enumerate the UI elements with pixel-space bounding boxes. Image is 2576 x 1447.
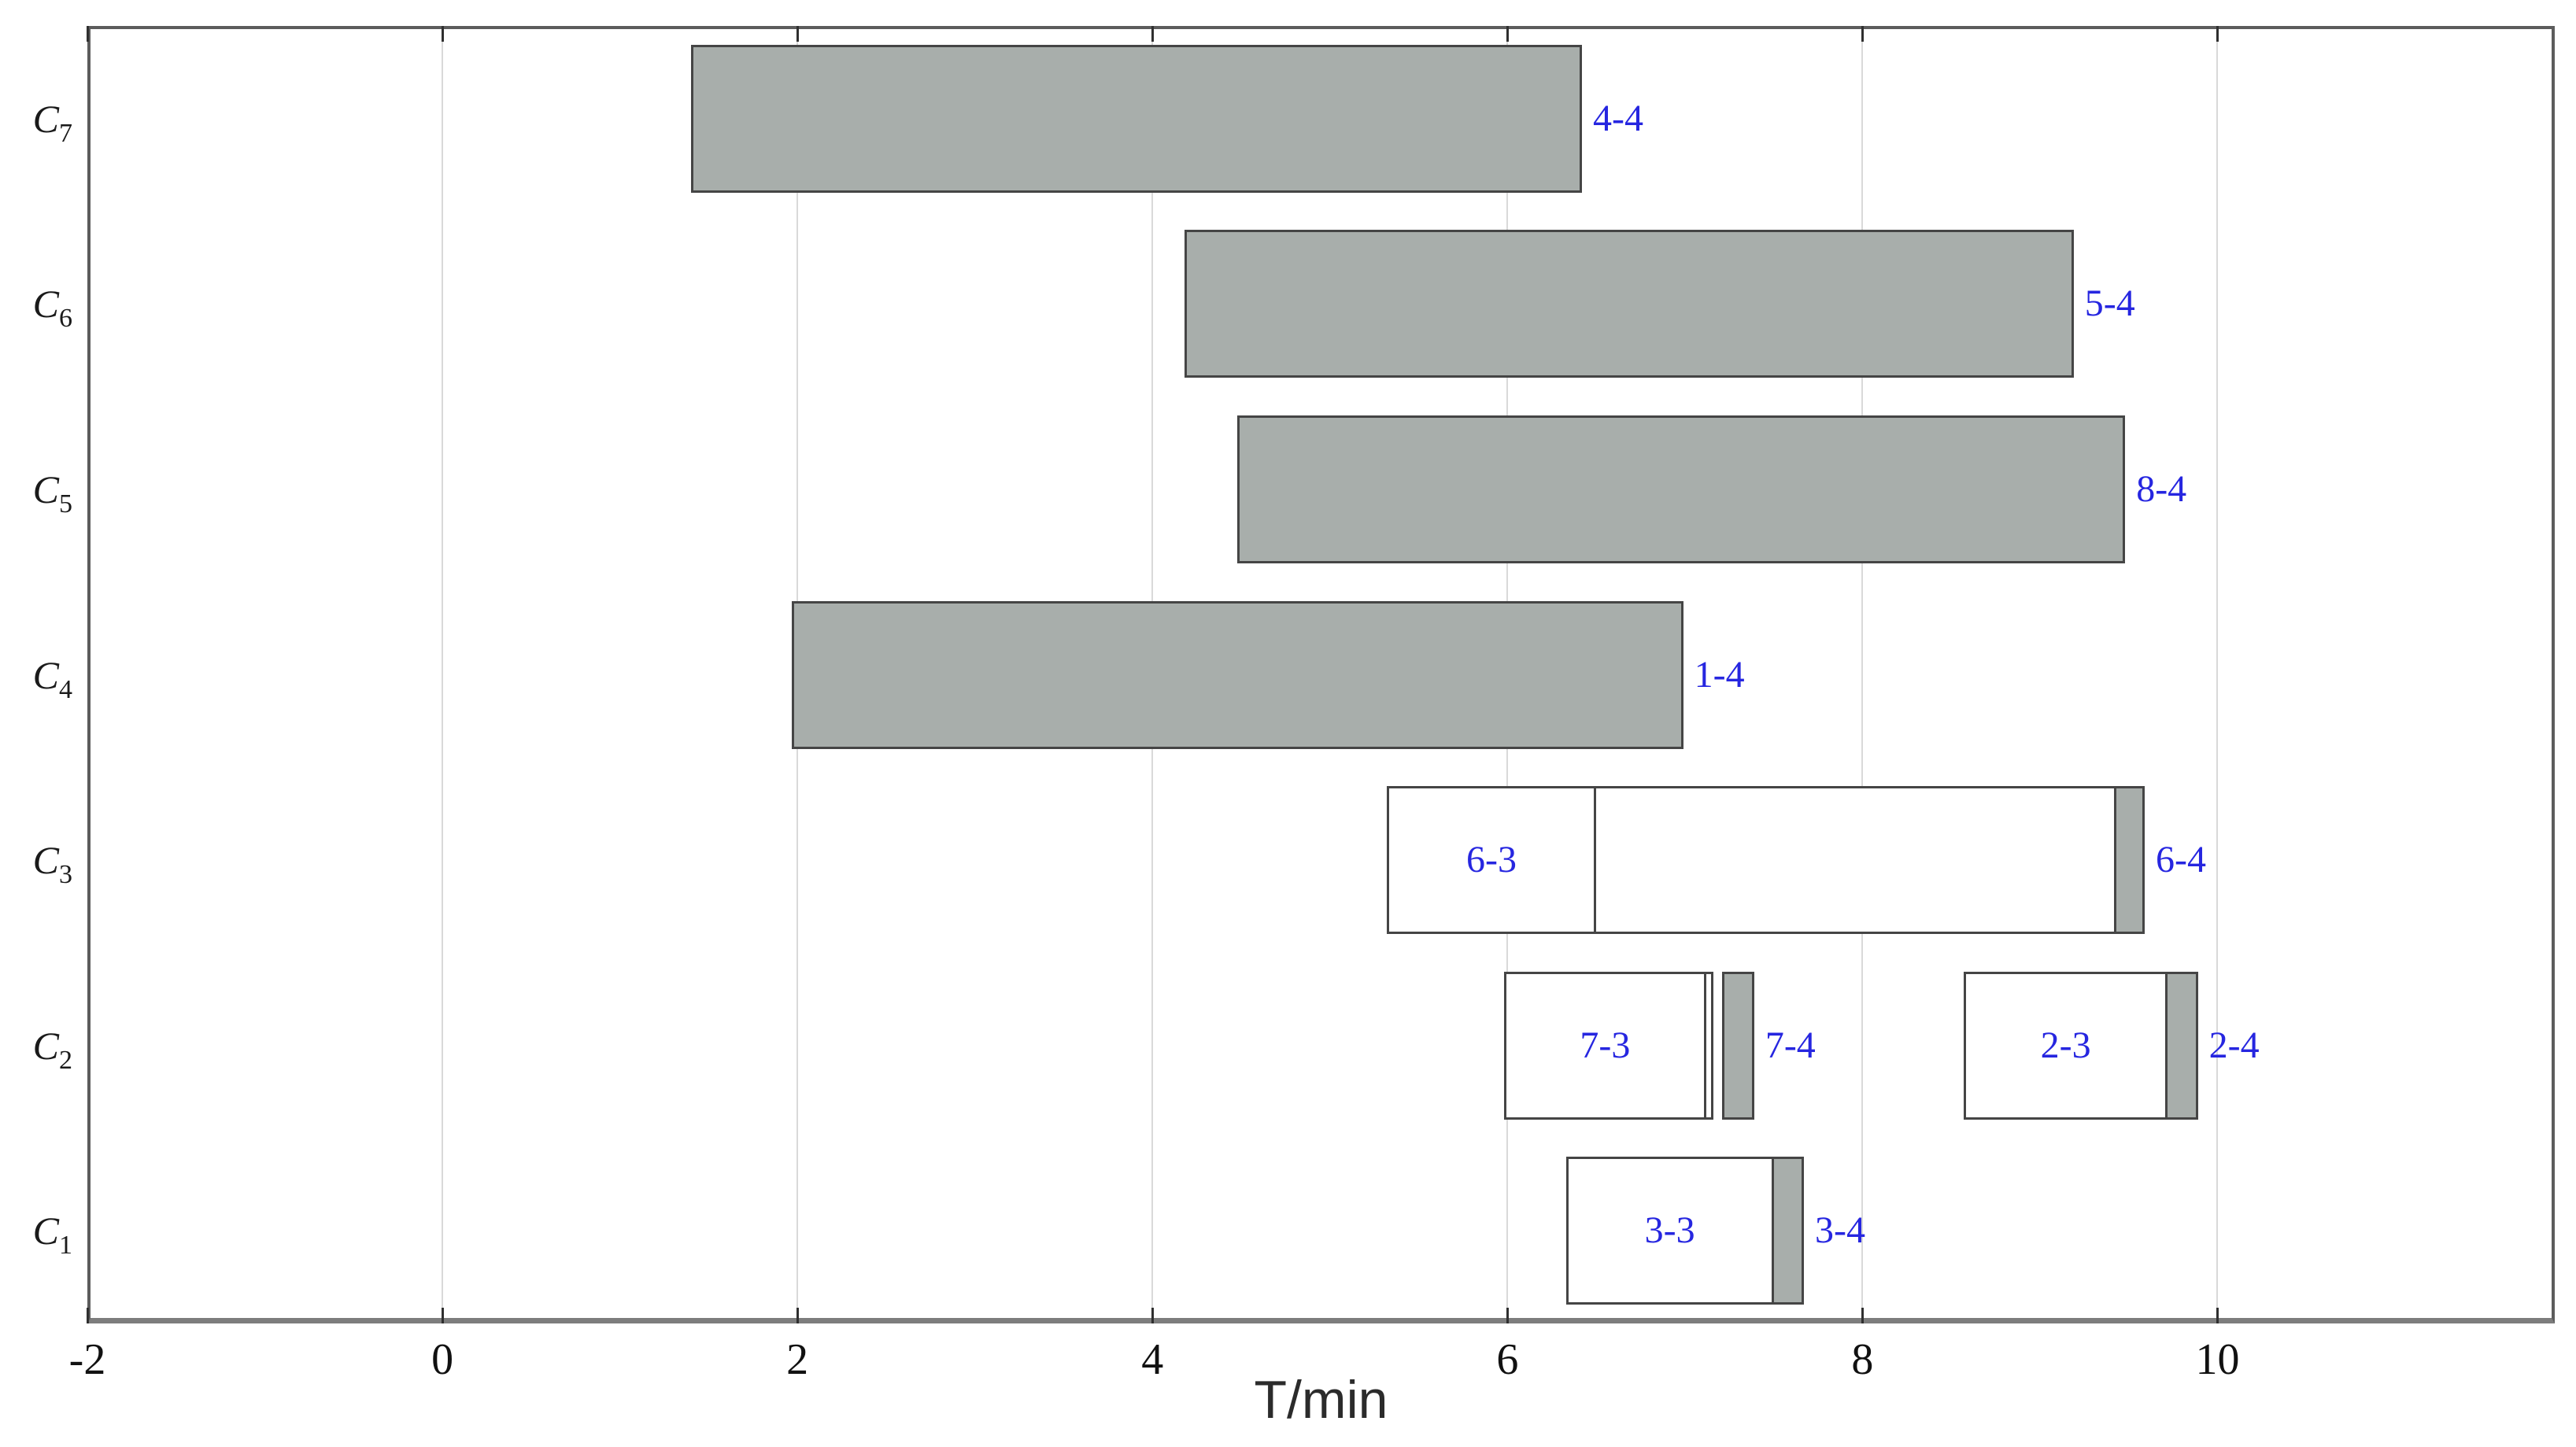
- gridline: [442, 26, 444, 1323]
- bar-tag-label: 8-4: [2136, 467, 2187, 510]
- y-axis-label-C2: C2: [32, 1023, 72, 1075]
- y-axis-label-C7: C7: [32, 96, 72, 148]
- gantt-bar-7-4: [1722, 971, 1754, 1120]
- x-tick-mark: [1861, 1308, 1864, 1323]
- gantt-bar-C3: [1594, 786, 2116, 935]
- x-tick-label: 6: [1496, 1335, 1519, 1384]
- gantt-bar-4-4: [690, 44, 1583, 193]
- x-tick-label: 8: [1851, 1335, 1874, 1384]
- gridline: [1861, 26, 1864, 1323]
- bar-tag-label: 2-4: [2208, 1024, 2260, 1066]
- gantt-bar-1-4: [792, 600, 1683, 749]
- y-axis-label-C3: C3: [32, 838, 72, 889]
- x-tick-label: 10: [2195, 1335, 2240, 1384]
- gantt-bar-7-3: 7-3: [1503, 971, 1706, 1120]
- x-tick-mark: [796, 26, 799, 42]
- x-tick-mark: [1151, 26, 1154, 42]
- y-axis-label-C5: C5: [32, 467, 72, 519]
- bar-tag-label: 7-4: [1765, 1024, 1816, 1066]
- bar-tag-label: 4-4: [1593, 97, 1644, 139]
- bar-segment-label: 6-3: [1466, 839, 1517, 881]
- x-tick-mark: [86, 26, 89, 42]
- y-axis-label-C6: C6: [32, 282, 72, 334]
- gridline: [2216, 26, 2219, 1323]
- x-tick-mark: [2216, 26, 2219, 42]
- x-tick-mark: [441, 1308, 444, 1323]
- plot-area: 4-4 5-4 8-4 1-4 6-3 6-4 7-3 7-4 2-3 2-4 3-3 3-4: [86, 26, 2555, 1323]
- x-tick-mark: [441, 26, 444, 42]
- x-tick-label: 0: [431, 1335, 454, 1384]
- gantt-bar-2-3: 2-3: [1963, 971, 2168, 1120]
- x-tick-mark: [2216, 1308, 2219, 1323]
- gantt-bar-8-4: [1237, 415, 2126, 563]
- x-tick-label: 2: [786, 1335, 809, 1384]
- x-tick-label: -2: [68, 1335, 106, 1384]
- x-axis-title: T/min: [1254, 1370, 1388, 1430]
- x-tick-mark: [86, 1308, 89, 1323]
- x-tick-mark: [796, 1308, 799, 1323]
- gantt-bar-C2: [1703, 971, 1713, 1120]
- bar-tag-label: 1-4: [1694, 653, 1745, 696]
- x-tick-mark: [1506, 26, 1509, 42]
- gantt-bar-3-4: [1771, 1157, 1804, 1305]
- y-axis-label-C1: C1: [32, 1209, 72, 1261]
- bar-segment-label: 7-3: [1580, 1024, 1631, 1066]
- x-tick-mark: [1151, 1308, 1154, 1323]
- bar-segment-label: 3-3: [1644, 1209, 1695, 1252]
- bar-tag-label: 5-4: [2084, 282, 2135, 325]
- gantt-bar-2-4: [2165, 971, 2198, 1120]
- gantt-bar-3-3: 3-3: [1565, 1157, 1774, 1305]
- x-tick-mark: [1506, 1308, 1509, 1323]
- bar-tag-label: 6-4: [2156, 839, 2206, 881]
- x-tick-label: 4: [1141, 1335, 1164, 1384]
- y-axis-label-C4: C4: [32, 652, 72, 704]
- bar-segment-label: 2-3: [2040, 1024, 2091, 1066]
- gantt-bar-6-3: 6-3: [1386, 786, 1597, 935]
- gantt-bar-6-4: [2113, 786, 2145, 935]
- bar-tag-label: 3-4: [1814, 1209, 1865, 1252]
- gantt-bar-5-4: [1184, 230, 2074, 378]
- x-tick-mark: [1861, 26, 1864, 42]
